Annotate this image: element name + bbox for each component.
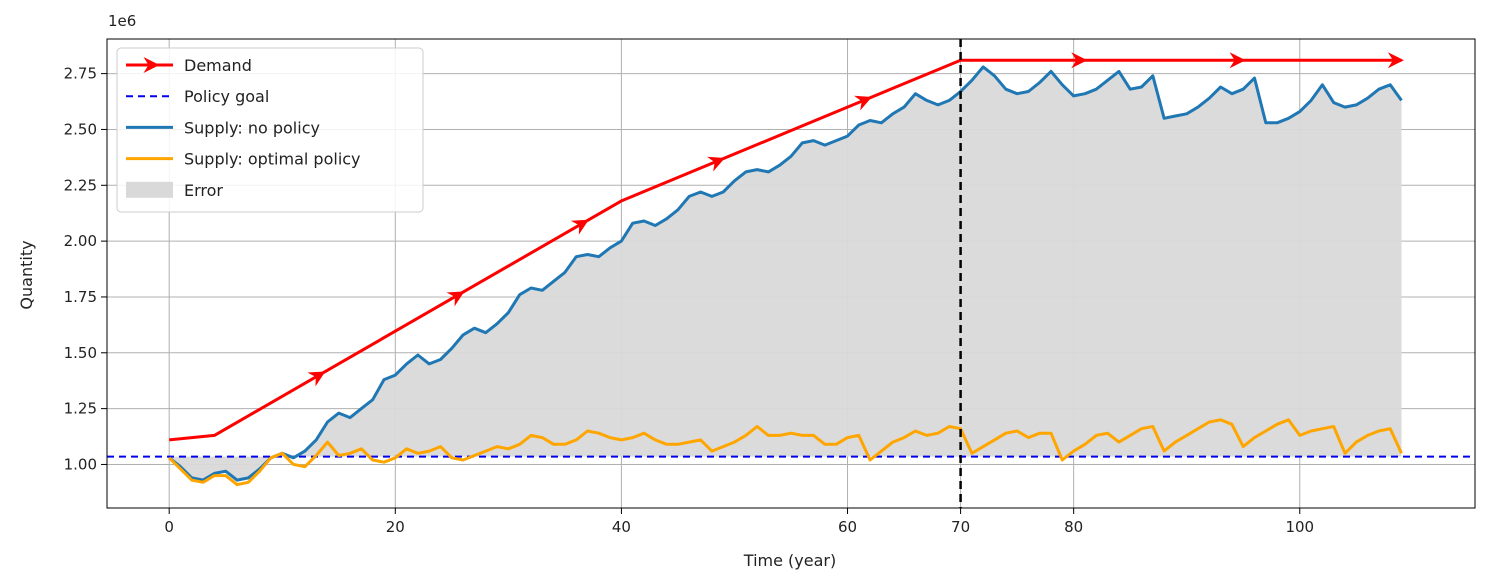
y-tick-label: 1.50: [64, 344, 97, 362]
x-axis-label: Time (year): [743, 551, 836, 570]
x-tick-label: 40: [612, 518, 631, 536]
demand-arrow-marker: [446, 291, 465, 307]
demand-arrow-marker: [1387, 52, 1404, 69]
series-layer: [107, 52, 1475, 487]
demand-line: [169, 58, 1402, 442]
x-tick-label: 20: [386, 518, 405, 536]
supply-no-policy-line: [168, 65, 1403, 482]
y-tick-label: 2.75: [64, 65, 97, 83]
y-tick-label: 1.00: [64, 455, 97, 473]
supply-optimal-policy-line: [168, 418, 1403, 487]
x-tick-label: 0: [164, 518, 174, 536]
x-tick-label: 60: [838, 518, 857, 536]
x-tick-label: 100: [1285, 518, 1314, 536]
legend-box: [116, 47, 424, 213]
axis-ticks: 0 20 40 60 70 80 100 1.00 1.25 1.50 1.75 2.00 2.25 2.…: [64, 65, 1314, 536]
arrow-head: [446, 291, 465, 307]
arrow-head: [1387, 52, 1404, 69]
arrow-head: [307, 371, 326, 387]
y-tick-label: 1.25: [64, 400, 97, 418]
y-axis-label: Quantity: [17, 240, 36, 309]
demand-arrow-marker: [707, 156, 725, 172]
legend-label: Demand: [184, 56, 252, 75]
demand-arrow-marker: [854, 95, 872, 111]
y-tick-label: 1.75: [64, 288, 97, 306]
x-tick-label: 70: [951, 518, 970, 536]
legend-label: Supply: optimal policy: [184, 150, 361, 169]
error-fill-layer: [169, 66, 1402, 481]
legend-label: Supply: no policy: [184, 118, 320, 137]
arrow-head: [1071, 52, 1088, 69]
y-offset-label: 1e6: [108, 12, 136, 30]
arrow-head: [707, 156, 725, 172]
error-area: [169, 66, 1402, 481]
demand-arrow-marker: [307, 371, 326, 387]
arrow-head: [854, 95, 872, 111]
arrow-head: [143, 57, 160, 73]
y-tick-label: 2.00: [64, 232, 97, 250]
legend: Demand Policy goal Supply: no policy Supply…: [116, 47, 424, 213]
y-tick-label: 2.25: [64, 176, 97, 194]
x-tick-label: 80: [1064, 518, 1083, 536]
demand-arrow-marker: [570, 219, 589, 235]
y-tick-label: 2.50: [64, 120, 97, 138]
demand-arrow-marker: [1229, 52, 1246, 69]
legend-label: Policy goal: [184, 87, 269, 106]
legend-arrow-marker: [143, 57, 160, 73]
arrow-head: [570, 219, 589, 235]
legend-label: Error: [184, 181, 223, 200]
plot-frame: [106, 38, 1476, 509]
demand-arrow-marker: [1071, 52, 1088, 69]
arrow-head: [1229, 52, 1246, 69]
legend-swatch-error: [126, 181, 173, 198]
